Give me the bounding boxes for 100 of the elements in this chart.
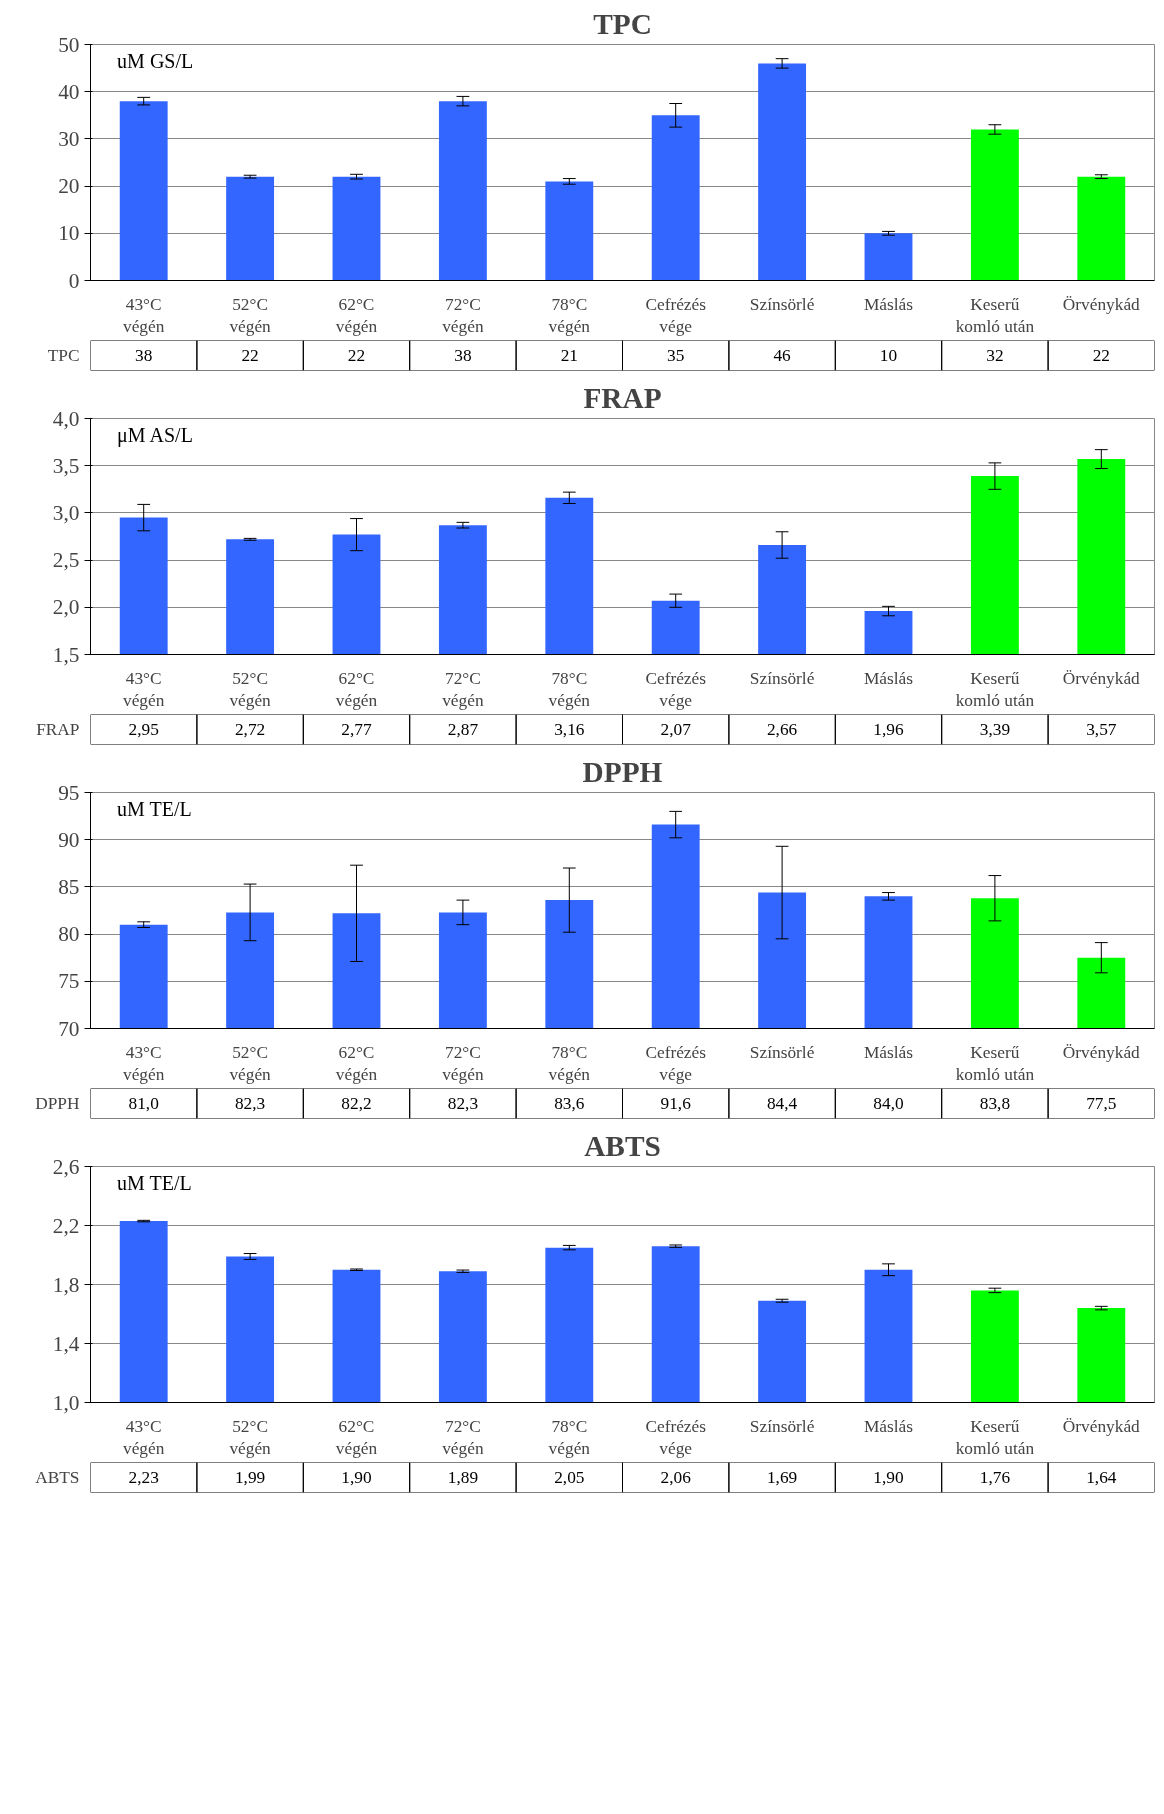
data-label: 22 — [1092, 346, 1110, 365]
data-label: 91,6 — [660, 1094, 692, 1113]
data-label: 1,69 — [766, 1468, 798, 1487]
x-tick-label: Keserű komló után — [955, 1416, 1035, 1459]
data-label: 1,76 — [979, 1468, 1011, 1487]
data-label: 2,77 — [341, 720, 372, 739]
y-tick-label: 80 — [58, 922, 80, 947]
chart-title: ABTS — [584, 1129, 661, 1162]
bar — [119, 101, 168, 281]
bar — [1077, 176, 1126, 281]
x-tick-label: 52°C végén — [229, 1042, 272, 1085]
x-tick-label: 43°C végén — [123, 1042, 165, 1085]
x-tick-label: 62°C végén — [335, 1416, 378, 1459]
x-tick-label: Máslás — [863, 294, 914, 314]
data-label: 2,87 — [447, 720, 479, 739]
annotation: uM TE/L — [117, 798, 192, 821]
data-label: 1,89 — [447, 1468, 479, 1487]
bar — [970, 129, 1019, 281]
data-label: 35 — [667, 346, 685, 365]
bar — [332, 176, 381, 281]
data-label: 81,0 — [128, 1094, 159, 1113]
data-label: 3,39 — [979, 720, 1011, 739]
y-tick-label: 3,0 — [52, 500, 80, 525]
text: DPPH — [35, 1094, 80, 1113]
x-tick-label: 52°C végén — [229, 1416, 272, 1459]
x-tick-label: 52°C végén — [229, 668, 272, 711]
y-tick-label: 10 — [58, 221, 80, 246]
data-label: 32 — [986, 346, 1004, 365]
y-tick-label: 4,0 — [52, 406, 80, 431]
data-label: 83,8 — [979, 1094, 1011, 1113]
x-tick-label: 43°C végén — [123, 1416, 165, 1459]
y-tick-label: 85 — [58, 874, 80, 899]
chart-title: FRAP — [583, 381, 662, 414]
x-tick-label: Keserű komló után — [955, 668, 1035, 711]
bar — [651, 115, 700, 281]
x-tick-label: Máslás — [863, 1042, 914, 1062]
x-tick-label: 62°C végén — [335, 1042, 378, 1085]
x-tick-label: Örvénykád — [1062, 1416, 1141, 1436]
y-tick-label: 40 — [58, 79, 80, 104]
y-tick-label: 1,8 — [52, 1272, 80, 1297]
bar — [758, 63, 807, 281]
x-tick-label: 78°C végén — [548, 1042, 591, 1085]
bar — [438, 101, 487, 281]
x-tick-label: 62°C végén — [335, 294, 378, 337]
y-tick-label: 3,5 — [52, 453, 80, 478]
y-tick-label: 2,2 — [52, 1213, 80, 1238]
data-label: 1,96 — [873, 720, 904, 739]
x-tick-label: 78°C végén — [548, 1416, 591, 1459]
y-tick-label: 30 — [58, 126, 80, 151]
y-tick-label: 1,4 — [52, 1331, 80, 1356]
y-tick-label: 20 — [58, 174, 80, 199]
x-tick-label: 72°C végén — [442, 668, 484, 711]
data-label: 3,16 — [554, 720, 585, 739]
y-tick-label: 0 — [68, 268, 80, 293]
x-tick-label: 72°C végén — [442, 294, 484, 337]
data-label: 82,3 — [447, 1094, 479, 1113]
x-tick-label: Színsörlé — [749, 1042, 815, 1062]
data-label: 10 — [879, 346, 898, 365]
x-tick-label: Cefrézés vége — [645, 294, 707, 337]
data-label: 3,57 — [1086, 720, 1117, 739]
x-tick-label: Cefrézés vége — [645, 668, 707, 711]
x-tick-label: 62°C végén — [335, 668, 378, 711]
x-tick-label: Cefrézés vége — [645, 1042, 707, 1085]
data-label: 2,23 — [128, 1468, 159, 1487]
data-label: 2,07 — [660, 720, 692, 739]
data-label: 82,3 — [234, 1094, 266, 1113]
x-tick-label: Színsörlé — [749, 294, 815, 314]
x-tick-label: 78°C végén — [548, 294, 591, 337]
data-label: 38 — [135, 346, 153, 365]
x-tick-label: 72°C végén — [442, 1042, 484, 1085]
data-label: 1,90 — [341, 1468, 372, 1487]
x-tick-label: 43°C végén — [123, 668, 165, 711]
x-tick-label: Keserű komló után — [955, 294, 1035, 337]
y-tick-label: 90 — [58, 827, 80, 852]
x-tick-label: Színsörlé — [749, 668, 815, 688]
annotation: uM GS/L — [117, 50, 194, 73]
data-label: 1,99 — [234, 1468, 266, 1487]
data-label: 83,6 — [554, 1094, 585, 1113]
x-tick-label: Örvénykád — [1062, 294, 1141, 314]
data-label: 1,64 — [1086, 1468, 1117, 1487]
annotation: uM TE/L — [117, 1172, 192, 1195]
x-tick-label: Cefrézés vége — [645, 1416, 707, 1459]
text: ABTS — [35, 1468, 80, 1487]
data-label: 46 — [773, 346, 792, 365]
bar — [545, 181, 594, 281]
x-tick-label: Keserű komló után — [955, 1042, 1035, 1085]
y-tick-label: 70 — [58, 1016, 80, 1041]
y-tick-label: 2,5 — [52, 548, 80, 573]
text: TPC — [47, 346, 80, 365]
y-tick-label: 95 — [58, 780, 80, 805]
x-tick-label: 52°C végén — [229, 294, 272, 337]
data-label: 2,95 — [128, 720, 159, 739]
chart-title: TPC — [593, 7, 652, 40]
data-label: 77,5 — [1086, 1094, 1117, 1113]
data-label: 21 — [560, 346, 578, 365]
y-tick-label: 50 — [58, 32, 80, 57]
data-label: 2,06 — [660, 1468, 692, 1487]
bar — [226, 176, 275, 281]
y-tick-label: 1,5 — [52, 642, 80, 667]
x-tick-label: Színsörlé — [749, 1416, 815, 1436]
